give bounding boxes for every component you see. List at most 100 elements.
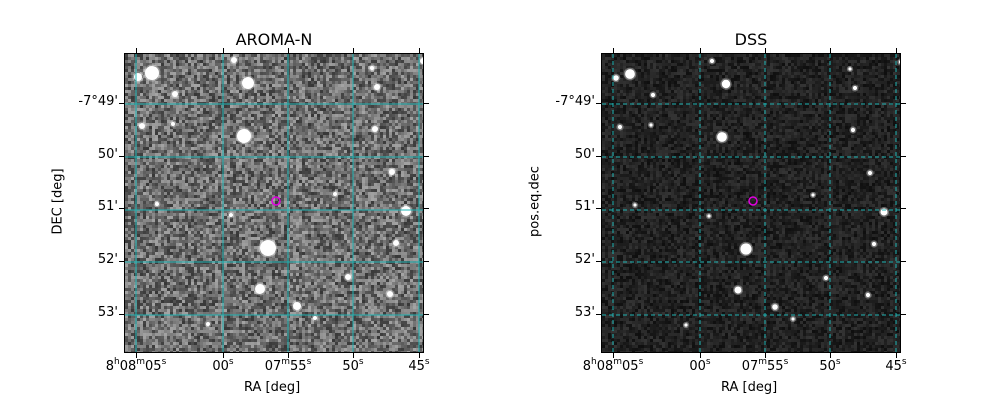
star (372, 126, 378, 132)
x-tick-mark (830, 353, 831, 358)
x-tick-label: 00s (173, 357, 273, 374)
x-tick-label: 07m55s (238, 357, 338, 374)
y-tick-mark (901, 156, 906, 157)
y-tick-mark (119, 261, 124, 262)
coordinate-grid (125, 54, 423, 352)
star (734, 286, 742, 294)
y-tick-label: -7°49' (40, 94, 118, 109)
x-tick-mark (613, 353, 614, 358)
star (313, 316, 317, 320)
star (649, 123, 653, 127)
star (684, 323, 688, 327)
star (171, 122, 175, 126)
image-noise (602, 54, 900, 352)
y-tick-mark (119, 314, 124, 315)
x-tick-label: 45s (369, 357, 469, 374)
star (740, 243, 752, 255)
x-tick-mark (223, 48, 224, 53)
star (370, 66, 374, 70)
aroma-image-svg (125, 54, 423, 352)
y-tick-mark (424, 208, 429, 209)
y-tick-mark (424, 314, 429, 315)
star (242, 77, 254, 89)
star (401, 206, 411, 216)
target-marker (271, 196, 281, 206)
y-tick-label: 53' (517, 305, 595, 320)
y-tick-mark (424, 156, 429, 157)
x-tick-mark (223, 353, 224, 358)
star (389, 169, 395, 175)
x-tick-mark (136, 48, 137, 53)
y-tick-label: 52' (40, 252, 118, 267)
star (237, 129, 251, 143)
y-tick-mark (596, 208, 601, 209)
y-tick-mark (596, 261, 601, 262)
star (772, 304, 778, 310)
star (145, 66, 159, 80)
y-tick-mark (901, 314, 906, 315)
x-tick-mark (765, 48, 766, 53)
x-tick-mark (353, 48, 354, 53)
star (155, 202, 159, 206)
x-tick-mark (288, 48, 289, 53)
sky-image-dss (601, 53, 901, 353)
y-tick-label: 50' (517, 147, 595, 162)
star (852, 85, 858, 91)
star (823, 275, 829, 281)
star (721, 79, 731, 89)
star (345, 274, 351, 280)
y-tick-label: 51' (517, 199, 595, 214)
x-tick-mark (700, 48, 701, 53)
sky-image-aroma (124, 53, 424, 353)
star (867, 170, 873, 176)
y-tick-mark (424, 261, 429, 262)
star (709, 58, 715, 64)
x-tick-label: 50s (780, 357, 880, 374)
x-tick-mark (830, 48, 831, 53)
star (293, 302, 301, 310)
star (134, 73, 142, 81)
coordinate-grid (602, 54, 900, 352)
star (871, 241, 877, 247)
star (633, 203, 637, 207)
x-axis-label: RA [deg] (244, 380, 300, 395)
y-tick-mark (119, 208, 124, 209)
x-tick-mark (700, 353, 701, 358)
star (848, 67, 852, 71)
y-tick-label: -7°49' (517, 94, 595, 109)
star (717, 132, 727, 142)
x-tick-label: 00s (650, 357, 750, 374)
target-marker (748, 196, 758, 206)
star (374, 84, 380, 90)
y-tick-mark (119, 156, 124, 157)
x-tick-mark (136, 353, 137, 358)
y-tick-mark (596, 156, 601, 157)
x-tick-mark (896, 353, 897, 358)
x-tick-label: 07m55s (715, 357, 815, 374)
y-tick-label: 51' (40, 199, 118, 214)
star (387, 291, 393, 297)
image-noise (125, 54, 423, 352)
x-tick-label: 8h08m05s (563, 357, 663, 374)
star (393, 240, 399, 246)
y-tick-mark (424, 103, 429, 104)
star (650, 92, 656, 98)
x-tick-mark (419, 48, 420, 53)
star (898, 60, 900, 64)
star (231, 57, 237, 63)
x-tick-label: 8h08m05s (86, 357, 186, 374)
y-tick-mark (901, 261, 906, 262)
x-tick-mark (765, 353, 766, 358)
star (229, 213, 233, 217)
x-axis-label: RA [deg] (721, 380, 777, 395)
stars (132, 55, 423, 328)
x-tick-mark (353, 353, 354, 358)
x-tick-mark (419, 353, 420, 358)
y-tick-mark (901, 208, 906, 209)
x-tick-mark (613, 48, 614, 53)
star (420, 58, 423, 64)
y-tick-mark (901, 103, 906, 104)
x-tick-mark (288, 353, 289, 358)
star (139, 123, 145, 129)
panel-title: AROMA-N (124, 30, 424, 49)
